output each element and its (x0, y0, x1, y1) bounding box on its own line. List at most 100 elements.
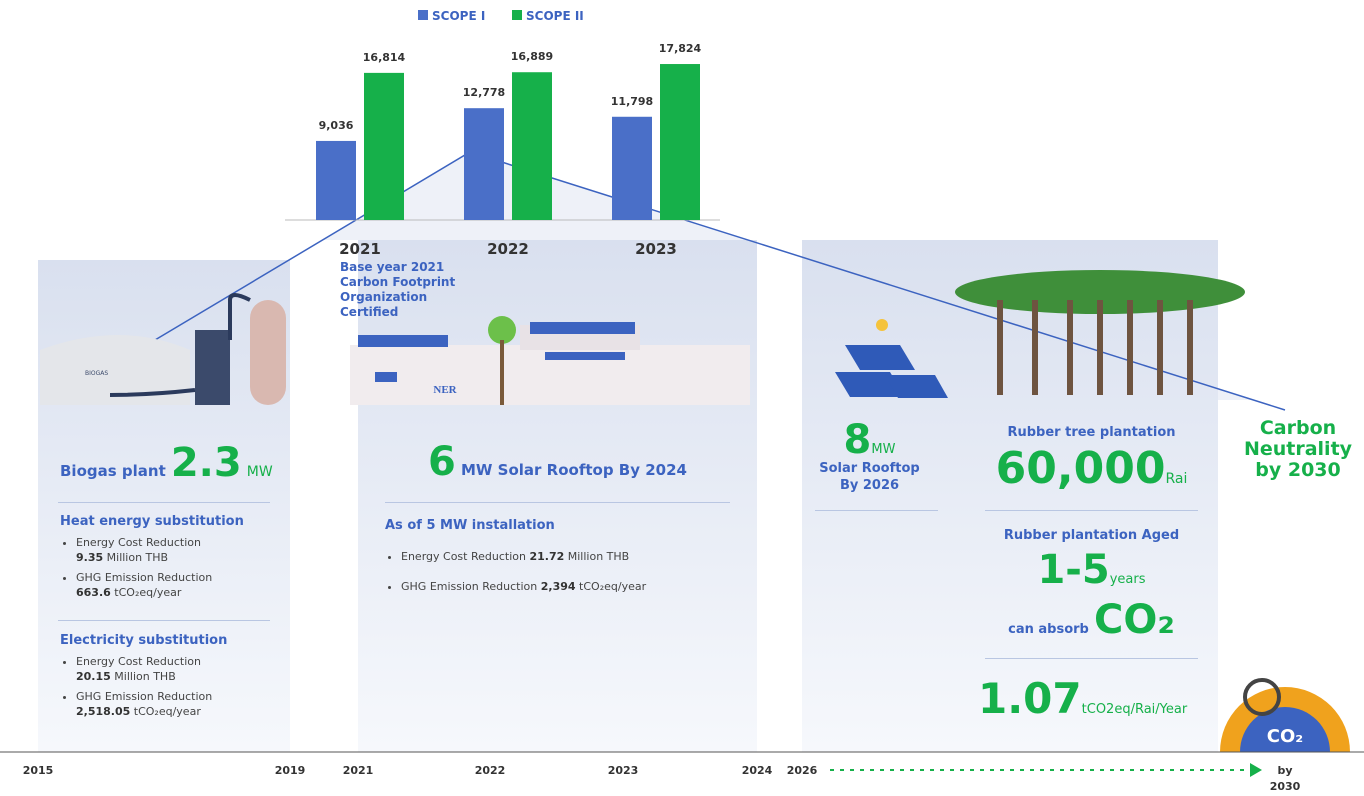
solar-2024-title: 6 MW Solar Rooftop By 2024 (358, 442, 757, 482)
value: 8 (843, 417, 872, 463)
label: Energy Cost Reduction (76, 536, 201, 549)
timeline-year: 2015 (23, 764, 54, 777)
heading: As of 5 MW installation (385, 518, 555, 533)
value-label: 11,798 (611, 95, 653, 108)
legend-swatch (512, 10, 522, 20)
timeline-year: 2023 (608, 764, 639, 777)
section: Electricity substitution Energy Cost Red… (60, 633, 227, 724)
goal: Carbon Neutrality by 2030 (1238, 418, 1358, 481)
solar-field (835, 345, 948, 398)
unit: Million THB (114, 670, 176, 683)
bar (364, 72, 404, 220)
value-label: 16,814 (363, 51, 406, 64)
value: 20.15 (76, 670, 111, 683)
label: GHG Emission Reduction (76, 571, 213, 584)
x-tick-label: 2021 (339, 240, 381, 258)
value: 9.35 (76, 551, 104, 564)
unit: MW (246, 464, 273, 480)
line: By 2026 (839, 478, 900, 493)
arrow-head (1250, 763, 1262, 777)
value-label: 9,036 (319, 119, 354, 132)
value: 663.6 (76, 586, 111, 599)
rubber-aged: Rubber plantation Aged (1003, 528, 1180, 543)
timeline-year: 2021 (343, 764, 374, 777)
unit: tCO2eq/Rai/Year (1081, 702, 1188, 717)
tree (488, 316, 516, 344)
generator (195, 330, 230, 405)
value: CO₂ (1093, 597, 1175, 643)
legend-swatch (418, 10, 428, 20)
timeline-year: 2026 (787, 764, 818, 777)
tank (250, 300, 286, 405)
divider (985, 510, 1198, 511)
gauge-label: CO₂ (1267, 726, 1303, 747)
base-year-line: Base year 2021 (340, 260, 445, 274)
unit: tCO₂eq/year (579, 580, 647, 593)
unit: tCO₂eq/year (114, 586, 182, 599)
timeline-end: 2030 (1270, 780, 1301, 793)
item: GHG Emission Reduction 663.6 tCO₂eq/year (76, 570, 244, 600)
value: 60,000 (995, 443, 1166, 494)
base-year-line: Organization (340, 290, 428, 304)
item: GHG Emission Reduction 2,518.05 tCO₂eq/ye… (76, 689, 227, 719)
bar (464, 108, 504, 220)
value: 2,518.05 (76, 705, 131, 718)
rubber-area: 60,000Rai (975, 445, 1208, 493)
base-year-line: Certified (340, 305, 399, 319)
value: 2.3 (170, 440, 242, 486)
heading: Electricity substitution (60, 633, 228, 648)
legend-label: SCOPE II (526, 9, 584, 23)
rubber-rate: 1.07tCO2eq/Rai/Year (978, 676, 1187, 722)
unit: Million THB (567, 550, 630, 563)
rubber-age: 1-5years (985, 550, 1198, 590)
rubber-absorb: can absorb CO₂ (985, 600, 1198, 640)
x-tick-label: 2022 (487, 240, 529, 258)
solar-panels (358, 322, 635, 382)
value-label: 16,889 (511, 50, 553, 63)
panel (802, 240, 1218, 752)
value: 1.07 (978, 674, 1082, 723)
goal-line: Carbon (1259, 417, 1337, 439)
building-sign: NER (433, 384, 457, 396)
biogas-sign: BIOGAS (85, 370, 108, 377)
timeline-year: 2019 (275, 764, 306, 777)
gap (757, 240, 802, 752)
divider (815, 510, 938, 511)
bar (316, 140, 356, 220)
tree (500, 340, 504, 405)
bar (660, 64, 700, 220)
magnifier (1243, 678, 1281, 716)
solar-2026: 8MW Solar Rooftop By 2026 (812, 420, 927, 494)
x-tick-label: 2023 (635, 240, 677, 258)
value: 21.72 (529, 550, 565, 563)
goal-line: by 2030 (1255, 459, 1341, 481)
legend-label: SCOPE I (432, 9, 485, 23)
label: Biogas plant (60, 462, 166, 480)
base-year: Base year 2021 Carbon Footprint Organizati… (340, 260, 455, 320)
label: can absorb (1008, 622, 1089, 637)
unit: MW Solar Rooftop By 2024 (460, 461, 687, 479)
sun (876, 319, 888, 331)
label: Energy Cost Reduction (401, 550, 526, 563)
section: Heat energy substitution Energy Cost Red… (60, 514, 244, 605)
rubber-title: Rubber tree plantation (1007, 425, 1176, 440)
unit: MW (871, 442, 896, 457)
tree-canopy (955, 270, 1245, 314)
divider (58, 620, 270, 621)
bar (512, 72, 552, 220)
item: Energy Cost Reduction 9.35 Million THB (76, 535, 244, 565)
unit: years (1109, 572, 1146, 587)
divider (58, 502, 270, 503)
biogas-title: Biogas plant 2.3 MW (60, 443, 273, 483)
value-label: 17,824 (659, 42, 702, 55)
unit: tCO₂eq/year (133, 705, 201, 718)
value-label: 12,778 (463, 86, 505, 99)
value: 1-5 (1037, 547, 1110, 593)
tree-trunks (997, 300, 1193, 395)
section: As of 5 MW installation Energy Cost Redu… (385, 518, 646, 599)
heading: Heat energy substitution (60, 514, 244, 529)
value: 2,394 (540, 580, 576, 593)
item: GHG Emission Reduction 2,394 tCO₂eq/year (401, 579, 646, 594)
